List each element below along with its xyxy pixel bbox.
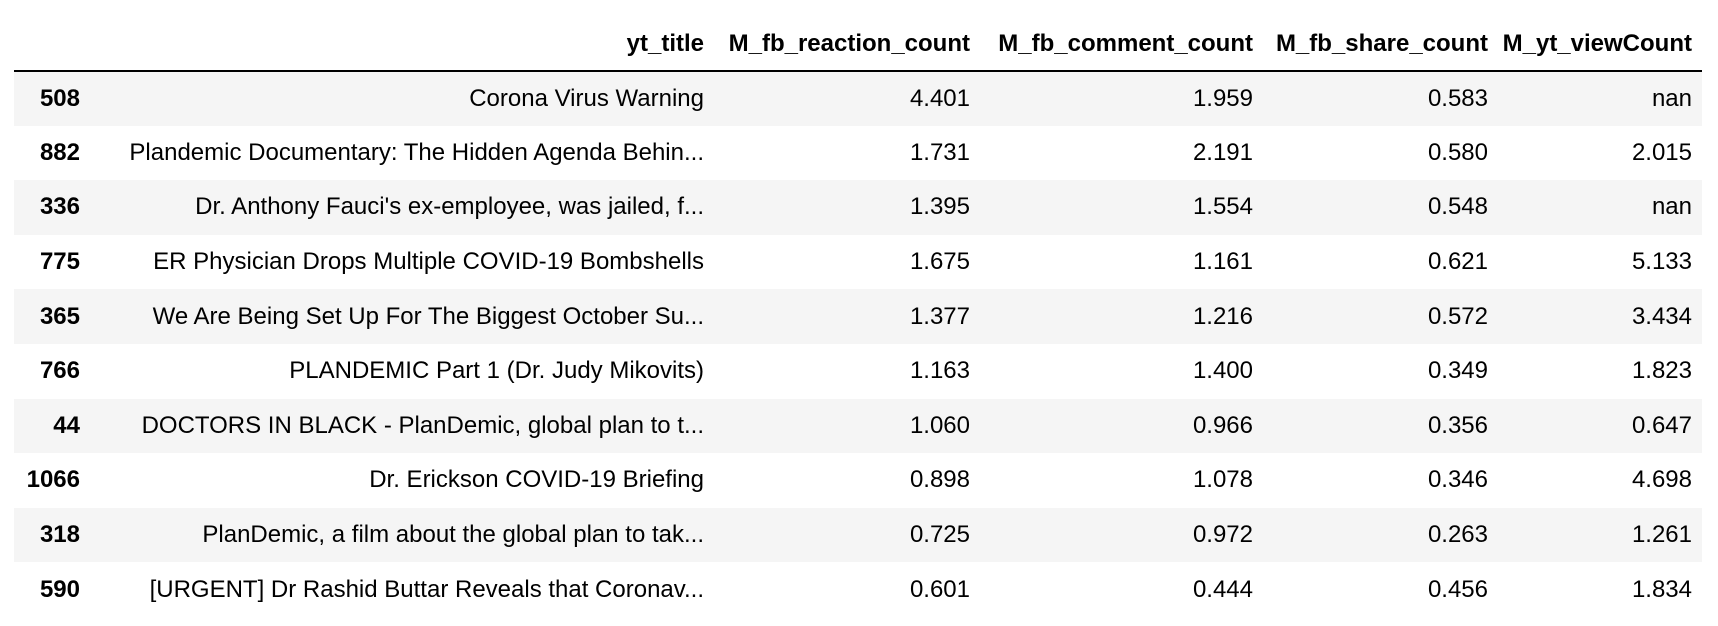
cell-yt-viewcount: 0.647 [1631,411,1692,439]
table-row: 318 PlanDemic, a film about the global p… [14,507,1702,563]
cell-fb-share-count: 0.346 [1427,466,1488,494]
cell-yt-title: ER Physician Drops Multiple COVID-19 Bom… [153,248,704,276]
table-row: 508 Corona Virus Warning 4.401 1.959 0.5… [14,71,1702,126]
cell-fb-share-count: 0.621 [1427,248,1488,276]
column-header-fb-comment-count: M_fb_comment_count [970,18,1253,72]
row-index: 365 [39,302,80,330]
cell-fb-comment-count: 1.161 [1192,248,1253,276]
cell-yt-viewcount: 4.698 [1631,466,1692,494]
column-header-fb-reaction-count: M_fb_reaction_count [704,18,970,72]
cell-fb-share-count: 0.548 [1427,193,1488,221]
table-row: 336 Dr. Anthony Fauci's ex-employee, was… [14,180,1702,235]
row-index: 775 [39,248,80,276]
cell-fb-reaction-count: 0.898 [909,466,970,494]
cell-fb-reaction-count: 1.163 [909,357,970,385]
cell-yt-title: We Are Being Set Up For The Biggest Octo… [152,302,704,330]
column-header-fb-share-count: M_fb_share_count [1253,18,1488,72]
cell-fb-reaction-count: 0.601 [909,575,970,603]
cell-fb-share-count: 0.263 [1427,521,1488,549]
table-row: 775 ER Physician Drops Multiple COVID-19… [14,234,1702,290]
cell-yt-viewcount: 1.834 [1631,575,1692,603]
cell-fb-reaction-count: 4.401 [909,84,970,112]
column-header-yt-title: yt_title [82,18,704,72]
cell-fb-comment-count: 1.078 [1192,466,1253,494]
row-index: 508 [39,84,80,112]
row-index: 766 [39,357,80,385]
row-index: 1066 [26,466,80,494]
cell-fb-comment-count: 1.554 [1192,193,1253,221]
row-index: 318 [39,521,80,549]
cell-yt-title: Dr. Erickson COVID-19 Briefing [369,466,704,494]
table-row: 365 We Are Being Set Up For The Biggest … [14,289,1702,344]
cell-yt-viewcount: 1.823 [1631,357,1692,385]
cell-yt-title: Corona Virus Warning [469,84,704,112]
cell-fb-reaction-count: 1.060 [909,411,970,439]
cell-yt-title: DOCTORS IN BLACK - PlanDemic, global pla… [141,411,704,439]
cell-fb-comment-count: 0.972 [1192,521,1253,549]
row-index: 590 [39,575,80,603]
cell-yt-title: PLANDEMIC Part 1 (Dr. Judy Mikovits) [289,357,704,385]
cell-fb-share-count: 0.456 [1427,575,1488,603]
table-row: 882 Plandemic Documentary: The Hidden Ag… [14,125,1702,181]
dataframe-table: yt_title M_fb_reaction_count M_fb_commen… [14,18,1702,617]
cell-fb-reaction-count: 1.675 [909,248,970,276]
cell-fb-reaction-count: 1.377 [909,302,970,330]
cell-yt-title: Dr. Anthony Fauci's ex-employee, was jai… [195,193,704,221]
cell-yt-viewcount: 2.015 [1631,138,1692,166]
table-row: 590 [URGENT] Dr Rashid Buttar Reveals th… [14,562,1702,617]
cell-yt-viewcount: nan [1651,84,1692,112]
row-index: 882 [39,138,80,166]
index-header [14,18,82,72]
cell-fb-comment-count: 0.966 [1192,411,1253,439]
row-index: 336 [39,193,80,221]
cell-fb-comment-count: 2.191 [1192,138,1253,166]
cell-fb-share-count: 0.356 [1427,411,1488,439]
column-header-yt-viewcount: M_yt_viewCount [1488,18,1702,72]
cell-fb-reaction-count: 0.725 [909,521,970,549]
cell-yt-viewcount: 5.133 [1631,248,1692,276]
cell-fb-comment-count: 0.444 [1192,575,1253,603]
cell-yt-viewcount: 3.434 [1631,302,1692,330]
table-row: 1066 Dr. Erickson COVID-19 Briefing 0.89… [14,453,1702,508]
cell-fb-comment-count: 1.216 [1192,302,1253,330]
cell-fb-reaction-count: 1.731 [909,138,970,166]
cell-yt-title: Plandemic Documentary: The Hidden Agenda… [129,138,704,166]
cell-fb-share-count: 0.572 [1427,302,1488,330]
cell-fb-comment-count: 1.400 [1192,357,1253,385]
cell-yt-viewcount: 1.261 [1631,521,1692,549]
dataframe-container: yt_title M_fb_reaction_count M_fb_commen… [14,18,1702,617]
cell-fb-share-count: 0.349 [1427,357,1488,385]
cell-fb-reaction-count: 1.395 [909,193,970,221]
cell-fb-share-count: 0.583 [1427,84,1488,112]
table-row: 44 DOCTORS IN BLACK - PlanDemic, global … [14,398,1702,454]
cell-yt-title: PlanDemic, a film about the global plan … [202,521,704,549]
table-row: 766 PLANDEMIC Part 1 (Dr. Judy Mikovits)… [14,343,1702,399]
cell-yt-viewcount: nan [1651,193,1692,221]
row-index: 44 [53,411,80,439]
header-row: yt_title M_fb_reaction_count M_fb_commen… [14,18,1702,72]
cell-fb-share-count: 0.580 [1427,138,1488,166]
cell-yt-title: [URGENT] Dr Rashid Buttar Reveals that C… [149,575,704,603]
cell-fb-comment-count: 1.959 [1192,84,1253,112]
